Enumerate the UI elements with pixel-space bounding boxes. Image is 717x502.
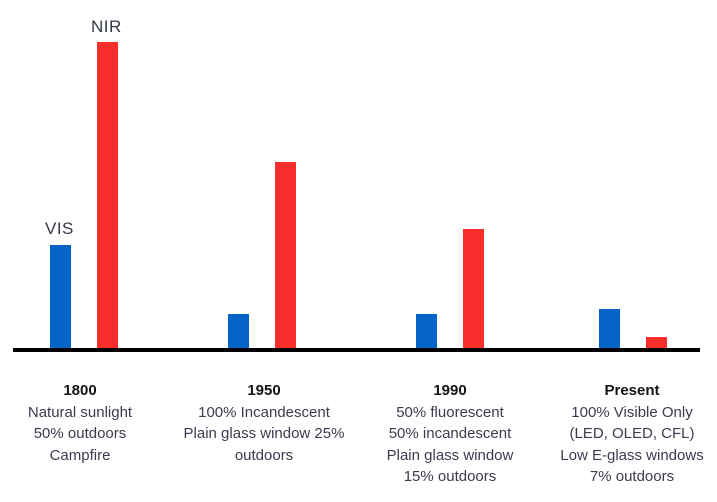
nir-bar-1990	[463, 229, 484, 349]
bar-group-1950	[228, 0, 297, 349]
caption-line: Low E-glass windows	[560, 446, 704, 464]
nir-bar-1950	[275, 162, 296, 349]
caption-line: 100% Visible Only	[571, 403, 693, 421]
category-label: 1990	[433, 382, 467, 399]
series-label-vis: VIS	[45, 219, 74, 238]
caption-line: Plain glass window	[386, 446, 514, 464]
vis-bar-1800	[50, 245, 71, 349]
caption-line: Natural sunlight	[27, 403, 133, 421]
caption-line: 15% outdoors	[403, 468, 497, 486]
vis-bar-1950	[228, 314, 249, 349]
series-label-nir: NIR	[91, 17, 122, 36]
category-caption-1950: 1950 100% Incandescent Plain glass windo…	[159, 380, 369, 466]
caption-line: 50% outdoors	[33, 425, 127, 443]
caption-line: Campfire	[49, 446, 111, 464]
caption-line: 100% Incandescent	[198, 403, 330, 421]
bar-group-present	[599, 0, 668, 349]
bar-group-1990	[416, 0, 485, 349]
caption-line: (LED, OLED, CFL)	[569, 425, 695, 443]
vis-bar-present	[599, 309, 620, 349]
vis-bar-1990	[416, 314, 437, 349]
category-label: 1800	[63, 382, 97, 399]
caption-line: Plain glass window 25%	[183, 425, 345, 443]
category-label: Present	[604, 382, 660, 399]
category-label: 1950	[247, 382, 281, 399]
nir-bar-1800	[97, 42, 118, 349]
bar-group-1800	[50, 0, 119, 349]
caption-line: 50% fluorescent	[396, 403, 504, 421]
x-axis-line	[13, 348, 700, 352]
caption-line: 7% outdoors	[589, 468, 675, 486]
plot-area	[13, 0, 700, 352]
caption-line: outdoors	[234, 446, 294, 464]
caption-line: 50% incandescent	[388, 425, 512, 443]
category-caption-present: Present 100% Visible Only (LED, OLED, CF…	[527, 380, 717, 488]
nir-bar-present	[646, 337, 667, 349]
category-caption-1990: 1990 50% fluorescent 50% incandescent Pl…	[345, 380, 555, 488]
category-caption-1800: 1800 Natural sunlight 50% outdoors Campf…	[0, 380, 185, 466]
